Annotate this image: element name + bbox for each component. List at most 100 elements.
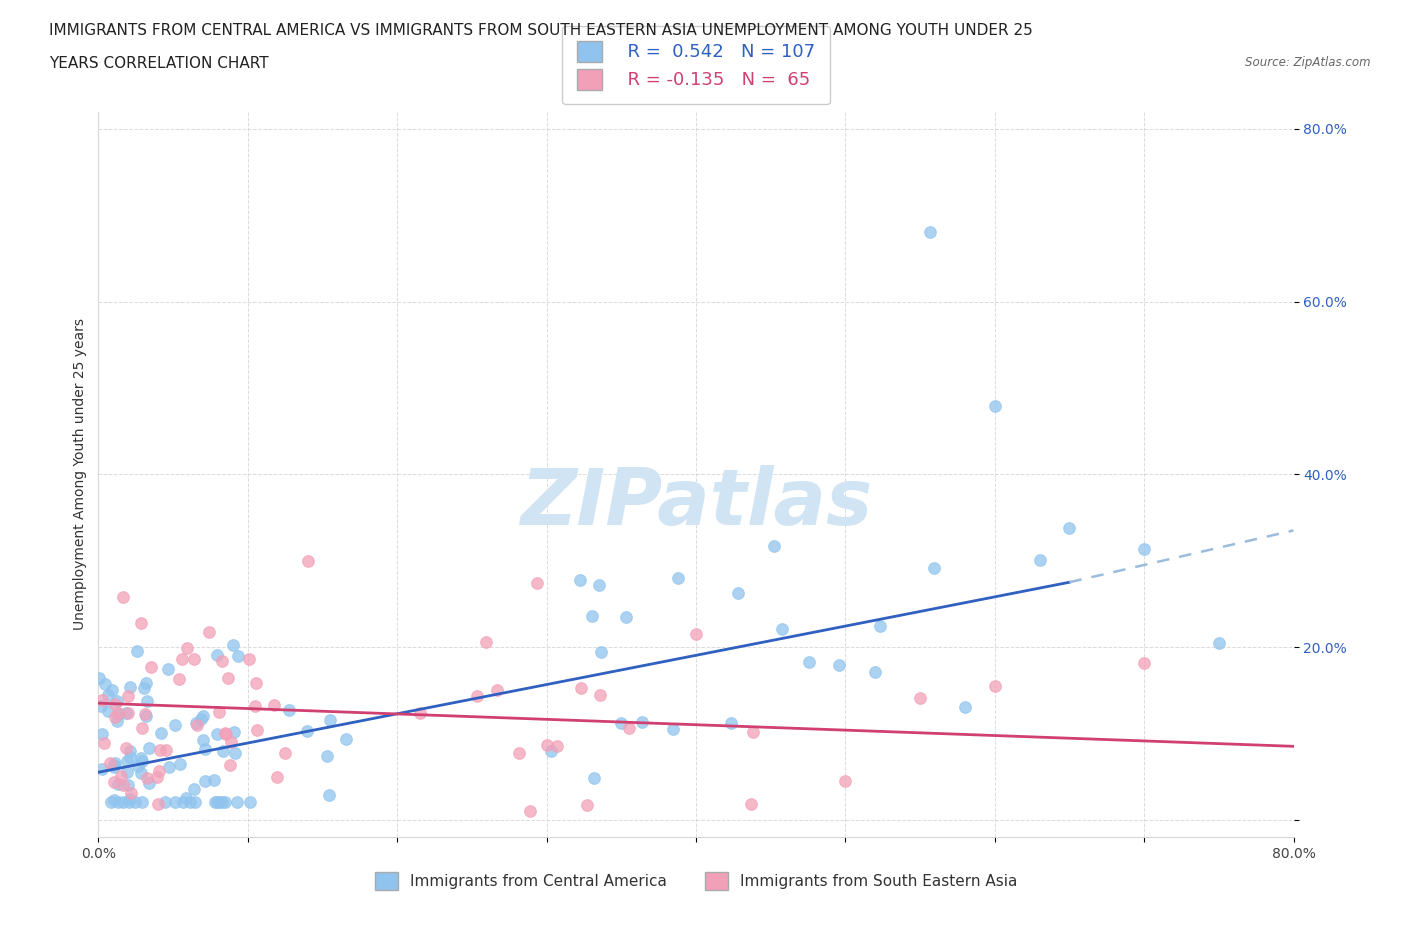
Point: [193, 708, 215, 723]
Point: [170, 652, 193, 667]
Point: [115, 753, 138, 768]
Point: [107, 705, 129, 720]
Point: [316, 749, 339, 764]
Point: [278, 703, 301, 718]
Point: [318, 787, 340, 802]
Point: [156, 661, 179, 676]
Point: [828, 658, 851, 672]
Point: [176, 641, 198, 656]
Text: ZIPatlas: ZIPatlas: [520, 465, 872, 541]
Point: [90, 693, 112, 708]
Point: [319, 712, 342, 727]
Point: [124, 795, 146, 810]
Point: [131, 795, 153, 810]
Text: Source: ZipAtlas.com: Source: ZipAtlas.com: [1246, 56, 1371, 69]
Point: [266, 769, 288, 784]
Point: [107, 795, 129, 810]
Point: [1208, 635, 1230, 650]
Point: [104, 697, 127, 711]
Point: [581, 609, 603, 624]
Point: [105, 714, 128, 729]
Point: [202, 773, 225, 788]
Point: [335, 731, 357, 746]
Point: [184, 795, 207, 810]
Point: [238, 652, 260, 667]
Point: [486, 683, 509, 698]
Point: [163, 718, 186, 733]
Point: [568, 572, 591, 587]
Point: [134, 707, 156, 722]
Point: [153, 795, 176, 810]
Point: [214, 794, 236, 809]
Point: [297, 553, 319, 568]
Point: [1133, 656, 1156, 671]
Point: [115, 764, 138, 779]
Point: [165, 795, 187, 810]
Point: [138, 776, 160, 790]
Point: [1059, 521, 1081, 536]
Point: [97, 687, 120, 702]
Point: [984, 679, 1007, 694]
Point: [131, 753, 153, 768]
Point: [149, 743, 172, 758]
Point: [226, 795, 249, 810]
Point: [93, 736, 115, 751]
Point: [117, 706, 139, 721]
Point: [172, 795, 194, 810]
Point: [169, 757, 191, 772]
Point: [762, 538, 785, 553]
Point: [174, 790, 197, 805]
Point: [125, 644, 148, 658]
Point: [219, 735, 242, 750]
Point: [208, 795, 231, 810]
Point: [118, 795, 141, 810]
Point: [120, 743, 142, 758]
Point: [953, 699, 976, 714]
Point: [217, 671, 239, 685]
Point: [609, 716, 631, 731]
Point: [101, 683, 124, 698]
Point: [110, 769, 132, 784]
Point: [190, 711, 212, 726]
Point: [179, 795, 201, 810]
Point: [519, 804, 541, 818]
Point: [111, 795, 134, 810]
Point: [720, 715, 742, 730]
Point: [770, 622, 793, 637]
Point: [834, 773, 856, 788]
Point: [546, 738, 568, 753]
Point: [148, 764, 170, 778]
Point: [742, 724, 765, 739]
Point: [1028, 552, 1050, 567]
Point: [157, 760, 180, 775]
Point: [797, 655, 820, 670]
Point: [588, 578, 610, 593]
Point: [141, 659, 163, 674]
Point: [131, 721, 153, 736]
Point: [94, 677, 117, 692]
Point: [215, 726, 238, 741]
Point: [91, 727, 114, 742]
Point: [87, 670, 110, 684]
Point: [246, 723, 269, 737]
Point: [630, 714, 652, 729]
Point: [614, 610, 637, 625]
Point: [666, 570, 689, 585]
Point: [508, 746, 530, 761]
Point: [869, 618, 891, 633]
Point: [239, 795, 262, 810]
Point: [127, 758, 149, 773]
Point: [212, 744, 235, 759]
Point: [129, 766, 152, 781]
Point: [104, 710, 127, 724]
Point: [536, 737, 558, 752]
Point: [135, 770, 157, 785]
Point: [194, 774, 217, 789]
Point: [186, 718, 208, 733]
Point: [475, 634, 498, 649]
Point: [155, 742, 177, 757]
Point: [111, 777, 134, 792]
Point: [569, 680, 592, 695]
Point: [685, 626, 707, 641]
Point: [98, 755, 121, 770]
